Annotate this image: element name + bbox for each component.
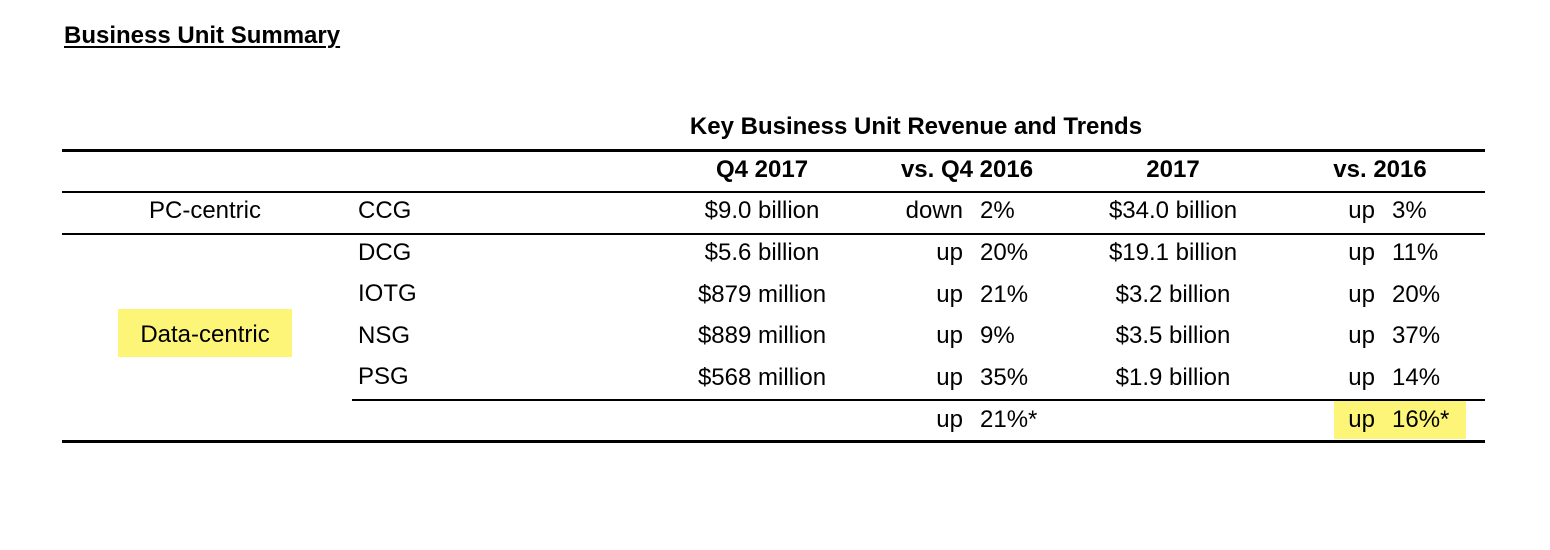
fy-direction: up: [1348, 197, 1375, 224]
unit-name: PSG: [358, 363, 409, 390]
group-label-pc-centric: PC-centric: [148, 197, 262, 224]
fy-direction: up: [1348, 281, 1375, 308]
unit-name: NSG: [358, 322, 411, 349]
unit-name: CCG: [358, 197, 412, 224]
fy-direction: up: [1348, 239, 1375, 266]
q4-revenue: $879 million: [697, 281, 827, 308]
fy-change: 20%: [1392, 281, 1441, 308]
total-highlight: [1334, 401, 1466, 439]
fy-change: 11%: [1392, 239, 1439, 266]
q4-direction: down: [905, 197, 963, 224]
fy-revenue: $3.2 billion: [1115, 281, 1231, 308]
fy-change: 37%: [1392, 322, 1441, 349]
q4-direction: up: [936, 364, 963, 391]
q4-revenue: $568 million: [697, 364, 827, 391]
group-divider-rule: [62, 233, 1485, 235]
total-q4-direction: up: [936, 406, 963, 433]
group-label-highlight: [118, 309, 292, 357]
total-fy-change: 16%*: [1392, 406, 1450, 433]
q4-direction: up: [936, 239, 963, 266]
header-q4-2017: Q4 2017: [715, 156, 809, 183]
header-2017: 2017: [1146, 156, 1200, 183]
fy-direction: up: [1348, 364, 1375, 391]
fy-revenue: $1.9 billion: [1115, 364, 1231, 391]
q4-change: 21%: [980, 281, 1029, 308]
header-vs-q4-2016: vs. Q4 2016: [900, 156, 1034, 183]
table-title: Key Business Unit Revenue and Trends: [689, 113, 1143, 140]
q4-change: 35%: [980, 364, 1029, 391]
bottom-rule: [62, 440, 1485, 443]
q4-revenue: $5.6 billion: [704, 239, 820, 266]
q4-change: 20%: [980, 239, 1029, 266]
fy-revenue: $3.5 billion: [1115, 322, 1231, 349]
q4-direction: up: [936, 322, 963, 349]
total-fy-direction: up: [1348, 406, 1375, 433]
fy-change: 14%: [1392, 364, 1441, 391]
fy-revenue: $19.1 billion: [1108, 239, 1238, 266]
q4-revenue: $9.0 billion: [704, 197, 820, 224]
total-q4-change: 21%*: [980, 406, 1038, 433]
top-rule: [62, 149, 1485, 152]
subtotal-rule: [352, 399, 1485, 401]
unit-name: IOTG: [358, 280, 417, 307]
fy-change: 3%: [1392, 197, 1427, 224]
page-heading: Business Unit Summary: [64, 22, 341, 49]
header-vs-2016: vs. 2016: [1333, 156, 1427, 183]
q4-change: 9%: [980, 322, 1015, 349]
q4-change: 2%: [980, 197, 1015, 224]
unit-name: DCG: [358, 239, 412, 266]
header-rule: [62, 191, 1485, 193]
q4-direction: up: [936, 281, 963, 308]
fy-revenue: $34.0 billion: [1108, 197, 1238, 224]
fy-direction: up: [1348, 322, 1375, 349]
q4-revenue: $889 million: [697, 322, 827, 349]
group-label-data-centric: Data-centric: [140, 321, 270, 348]
